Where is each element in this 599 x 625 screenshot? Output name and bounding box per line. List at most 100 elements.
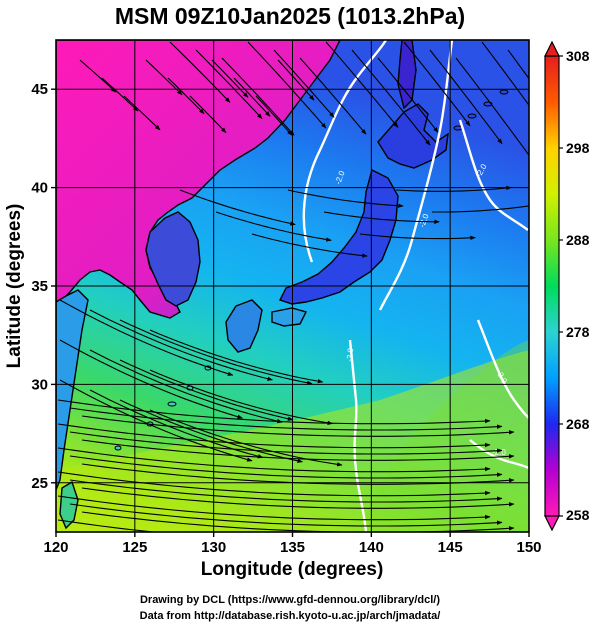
y-tick-label: 40 — [31, 180, 48, 197]
streamline — [507, 49, 529, 80]
x-tick-label: 120 — [43, 539, 68, 556]
credit-data: Data from http://database.rish.kyoto-u.a… — [140, 610, 441, 622]
colorbar-ramp — [544, 55, 560, 517]
streamline — [57, 519, 159, 532]
streamline — [81, 439, 515, 461]
y-tick-label: 45 — [31, 81, 48, 98]
colorbar-tick-label: 308 — [566, 48, 590, 64]
streamline — [195, 49, 263, 120]
streamline — [167, 77, 205, 115]
streamline — [119, 399, 303, 463]
y-axis-ticks: 25 30 35 40 45 — [31, 81, 56, 492]
streamline — [57, 447, 491, 473]
streamline — [251, 233, 368, 258]
streamline — [69, 407, 503, 431]
streamline — [101, 77, 139, 112]
streamline — [215, 211, 332, 242]
colorbar-tick-label: 268 — [566, 416, 590, 432]
x-tick-label: 150 — [516, 539, 541, 556]
streamline — [89, 309, 273, 381]
x-tick-label: 125 — [122, 539, 147, 556]
x-axis-label: Longitude (degrees) — [201, 559, 384, 580]
streamline — [69, 455, 503, 479]
streamline — [179, 189, 296, 226]
colorbar-bottom-triangle — [544, 515, 560, 532]
streamline — [221, 57, 295, 136]
streamline — [377, 57, 439, 133]
shikoku — [271, 307, 308, 327]
streamline — [59, 379, 253, 462]
korean-peninsula — [145, 211, 201, 307]
streamline — [299, 57, 367, 135]
y-axis-label: Latitude (degrees) — [4, 204, 25, 369]
streamline — [89, 349, 283, 424]
streamline — [123, 95, 161, 131]
streamline — [149, 369, 333, 425]
colorbar: 308 298 288 278 268 258 — [544, 40, 590, 532]
page-title: MSM 09Z10Jan2025 (1013.2hPa) — [115, 3, 465, 29]
streamline — [325, 41, 399, 128]
credit-drawing: Drawing by DCL (https://www.gfd-dennou.o… — [140, 594, 440, 606]
streamline — [59, 339, 243, 419]
taiwan — [59, 480, 79, 530]
streamline — [119, 359, 294, 421]
streamline — [277, 59, 315, 101]
streamline — [57, 423, 491, 449]
contour-label: -2.0 — [345, 347, 355, 362]
streamline — [323, 211, 440, 224]
map-panel: -2.0 -2.0 -2.0 -2.0 -2.0 -2.0 — [56, 40, 529, 532]
streamline — [359, 233, 476, 241]
streamline — [287, 189, 404, 208]
streamline — [432, 205, 529, 213]
streamline — [247, 41, 327, 129]
lat-lon-grid — [56, 40, 529, 532]
streamline — [59, 299, 234, 376]
streamline — [189, 95, 227, 133]
x-axis-ticks: 120 125 130 135 140 145 150 — [43, 532, 542, 556]
x-tick-label: 145 — [438, 539, 463, 556]
x-tick-label: 130 — [201, 539, 226, 556]
china-coast — [56, 289, 89, 491]
colorbar-tick-label: 258 — [566, 507, 590, 523]
streamline — [69, 479, 503, 503]
y-tick-label: 30 — [31, 376, 48, 393]
streamline — [481, 41, 529, 107]
x-tick-label: 135 — [280, 539, 305, 556]
streamline — [273, 49, 335, 118]
streamline — [403, 41, 471, 127]
streamline — [255, 95, 293, 136]
streamline — [69, 431, 503, 455]
wind-streamlines — [57, 41, 529, 532]
colorbar-tick-label: 288 — [566, 232, 590, 248]
streamline — [119, 319, 313, 385]
colorbar-ticks: 308 298 288 278 268 258 — [559, 48, 590, 523]
streamline — [233, 77, 271, 117]
y-tick-label: 25 — [31, 475, 48, 492]
streamline — [395, 185, 512, 192]
sakhalin — [397, 40, 417, 110]
kyushu — [225, 299, 263, 353]
y-tick-label: 35 — [31, 278, 48, 295]
colorbar-tick-label: 298 — [566, 140, 590, 156]
streamline — [79, 59, 117, 93]
streamline — [57, 495, 491, 521]
contour-label: -2.0 — [492, 448, 506, 457]
streamline — [455, 57, 529, 157]
streamline — [429, 49, 503, 145]
colorbar-top-triangle — [544, 40, 560, 57]
contour-lines — [302, 40, 529, 532]
streamline — [81, 487, 515, 509]
streamline — [69, 503, 503, 527]
colorbar-tick-label: 278 — [566, 324, 590, 340]
streamline — [149, 329, 324, 384]
streamline — [169, 41, 231, 103]
streamline — [351, 49, 431, 146]
streamline — [57, 399, 491, 425]
streamline — [81, 415, 515, 437]
x-tick-label: 140 — [359, 539, 384, 556]
streamline — [211, 59, 249, 98]
streamline — [57, 471, 491, 497]
hokkaido — [377, 103, 449, 169]
